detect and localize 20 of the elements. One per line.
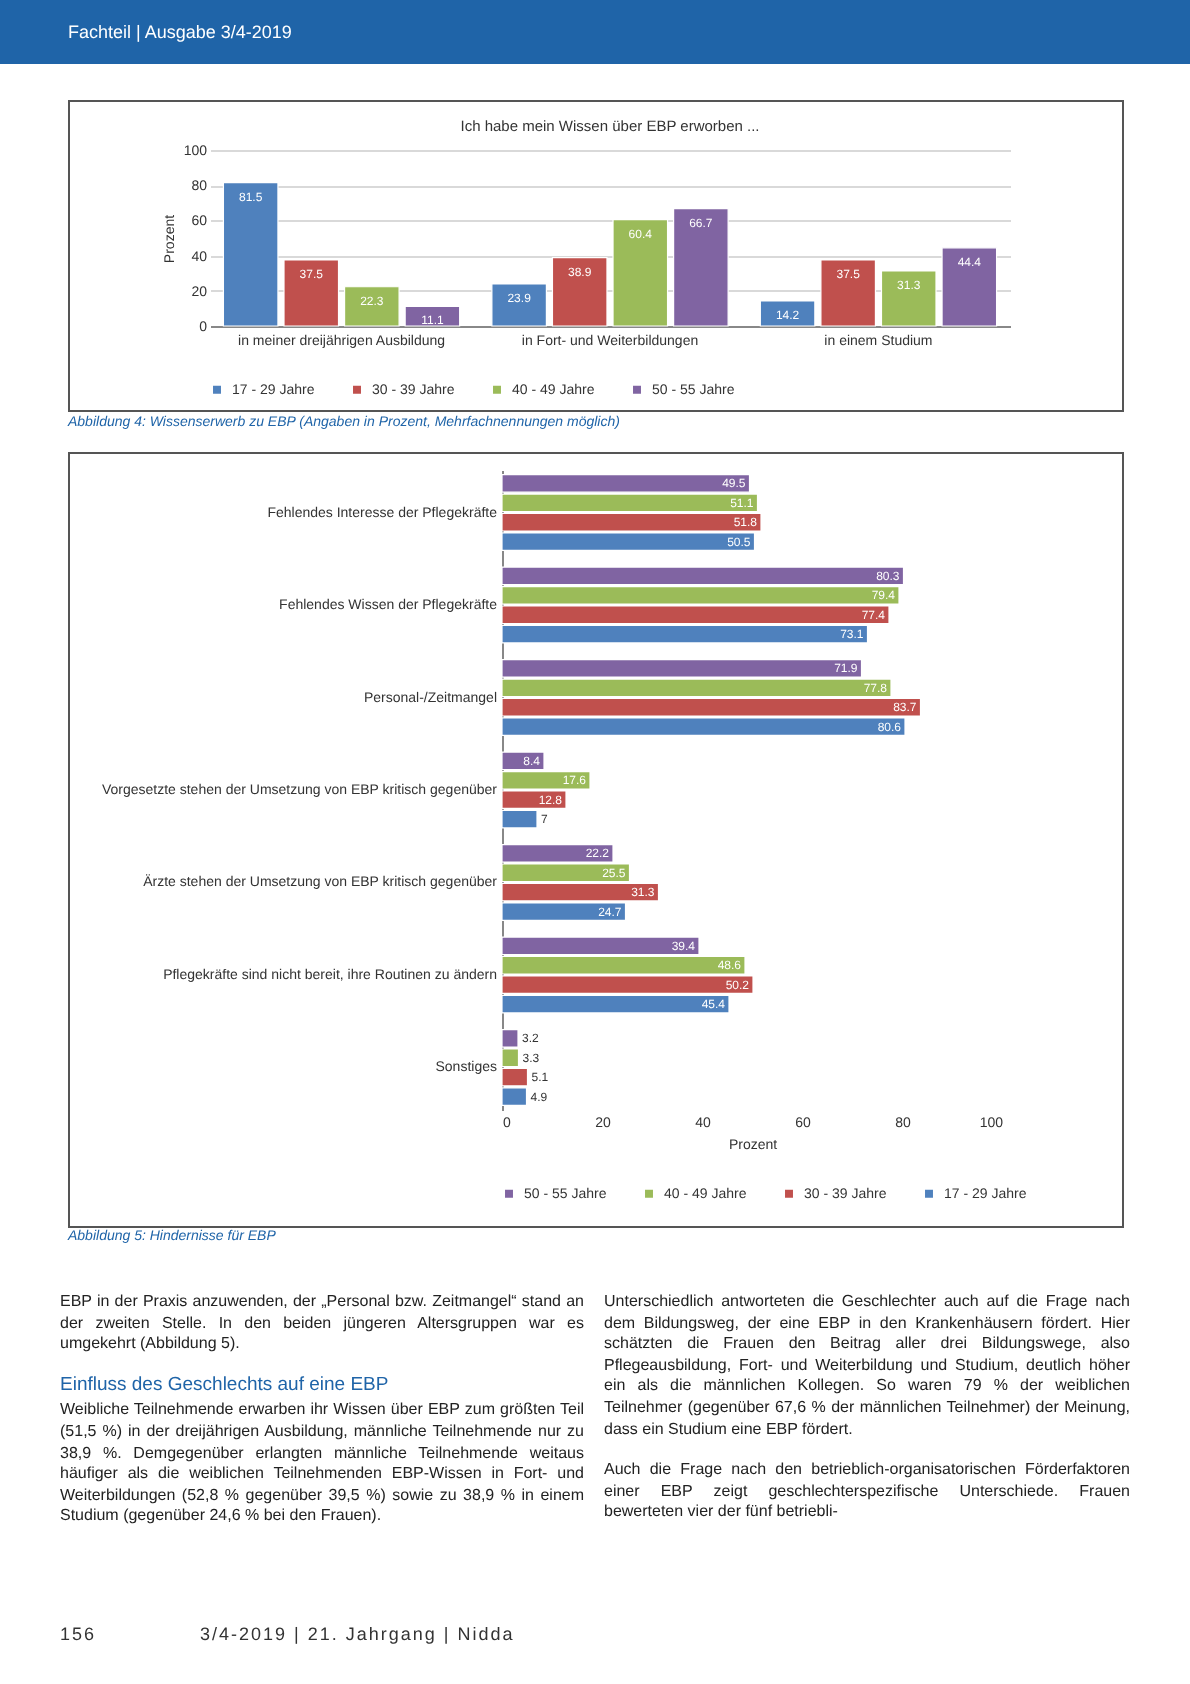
bar — [404, 305, 461, 327]
text: Auch die Frage nach den betrieblich-organisatorischen Förderfaktoren einer EBP zeigt geschlechterspezifische Unterschiede. Frauen bewerteten vier der fünf betriebli- — [604, 1460, 1130, 1524]
bar — [941, 247, 998, 327]
bar — [491, 283, 547, 327]
text: 3/4-2019 | 21. Jahrgang | Nidda — [200, 1624, 515, 1644]
text: Fachteil | Ausgabe 3/4-2019 — [0, 0, 1190, 64]
bar — [759, 300, 816, 327]
text: EBP in der Praxis anzuwenden, der „Personal bzw. Zeitmangel“ stand an der zweiten Stelle. In den beiden jüngeren Altersgruppen war es umgekehrt (Abbildung 5). — [60, 1292, 584, 1356]
bar — [343, 286, 400, 327]
bar — [673, 208, 729, 327]
bar — [820, 259, 877, 327]
bar — [612, 219, 669, 327]
text: Einfluss des Geschlechts auf eine EBP — [60, 1373, 391, 1397]
text: Weibliche Teilnehmende erwarben ihr Wissen über EBP zum größten Teil (51,5 %) in der dreijährigen Ausbildung, männliche Teilnehmende nur zu 38,9 %. Demgegenüber erlangten männliche Teilnehmende weitaus häufiger als die weiblichen Teilnehmenden EBP-Wissen in Fort- und Weiterbildungen (52,8 % gegenüber 39,5 %) sowie zu 38,9 % in einem Studium (gegenüber 24,6 % bei den Frauen). — [60, 1400, 584, 1528]
bar — [283, 259, 340, 327]
bar — [880, 270, 937, 327]
bar — [551, 256, 608, 327]
text: Unterschiedlich antworteten die Geschlechter auch auf die Frage nach dem Bildungsweg, der eine EBP in den Krankenhäusern fördert. Hier schätzten die Frauen den Beitrag aller drei Bildungswege, also Pflegeausbildung, Fort- und Weiterbildung und Studium, deutlich höher ein als die männlichen Kollegen. So waren 79 % der weiblichen Teilnehmer (gegenüber 67,6 % der männlichen Teilnehmer) der Meinung, dass ein Studium eine EBP fördert. — [604, 1292, 1130, 1441]
bar — [222, 181, 279, 327]
text: 156 — [60, 1624, 97, 1644]
